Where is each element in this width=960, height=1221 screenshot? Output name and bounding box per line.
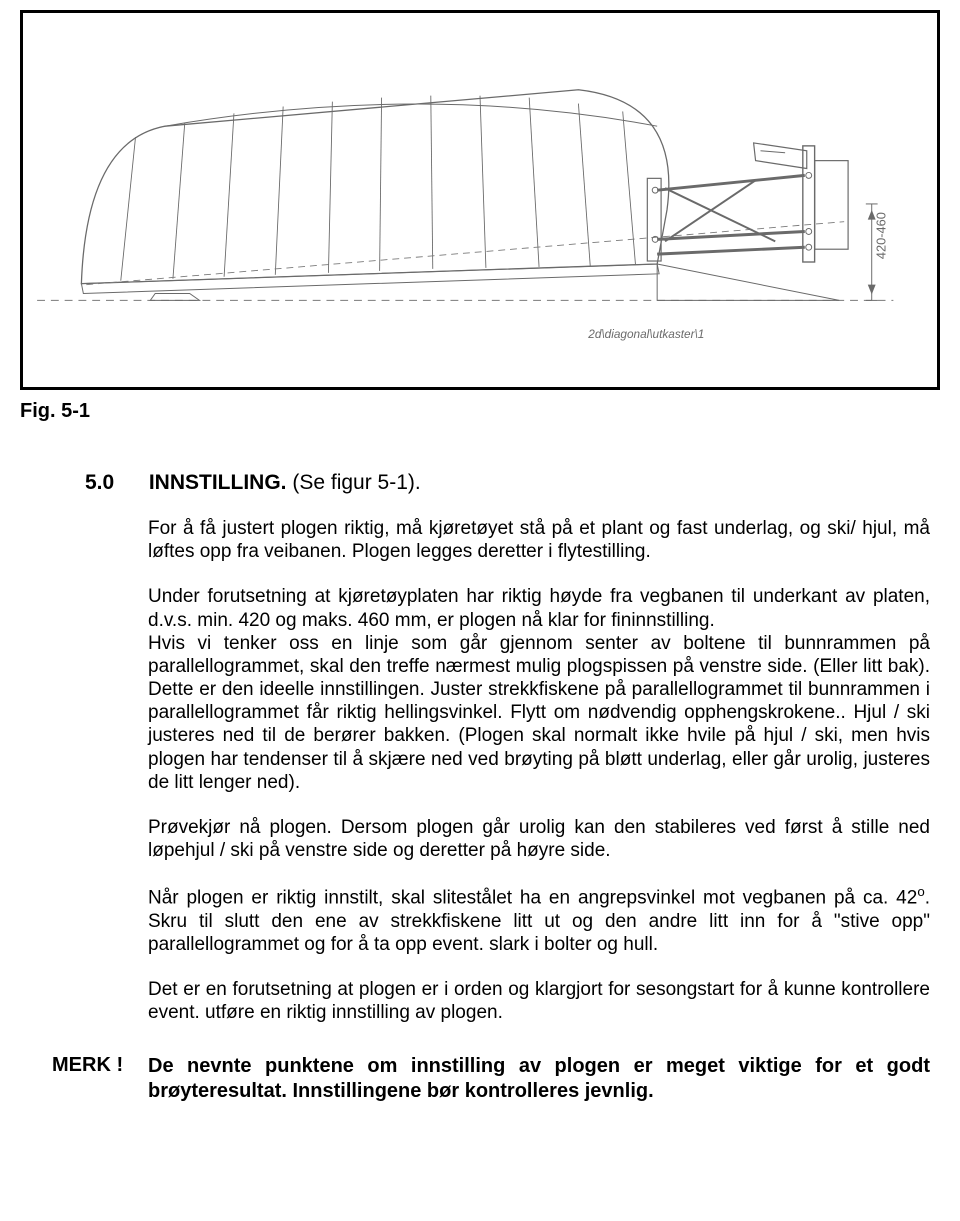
paragraph: Når plogen er riktig innstilt, skal slit… [148, 884, 930, 956]
paragraph: Det er en forutsetning at plogen er i or… [148, 978, 930, 1024]
figure-frame: 420-460 2d\diagonal\utkaster\1 [20, 10, 940, 390]
dimension-label: 420-460 [873, 212, 888, 259]
plow-diagram: 420-460 2d\diagonal\utkaster\1 [23, 13, 937, 387]
paragraph-text: Hvis vi tenker oss en linje som går gjen… [148, 633, 930, 793]
paragraph: Prøvekjør nå plogen. Dersom plogen går u… [148, 816, 930, 862]
section-heading: 5.0 INNSTILLING. (Se figur 5-1). [85, 471, 940, 495]
paragraph: For å få justert plogen riktig, må kjøre… [148, 517, 930, 563]
paragraph: Under forutsetning at kjøretøyplaten har… [148, 585, 930, 794]
paragraph-text: Under forutsetning at kjøretøyplaten har… [148, 586, 930, 630]
section-title: INNSTILLING. [149, 471, 287, 494]
note-block: MERK ! De nevnte punktene om innstilling… [20, 1054, 940, 1103]
body-text: For å få justert plogen riktig, må kjøre… [148, 517, 930, 1024]
paragraph-text: Når plogen er riktig innstilt, skal slit… [148, 888, 917, 909]
section-number: 5.0 [85, 471, 143, 495]
note-label: MERK ! [20, 1054, 148, 1077]
note-text: De nevnte punktene om innstilling av plo… [148, 1054, 930, 1103]
figure-footer-note: 2d\diagonal\utkaster\1 [587, 327, 704, 341]
section-title-suffix: (Se figur 5-1). [287, 471, 421, 494]
figure-caption: Fig. 5-1 [20, 400, 940, 423]
degree-sup: o [917, 884, 924, 899]
